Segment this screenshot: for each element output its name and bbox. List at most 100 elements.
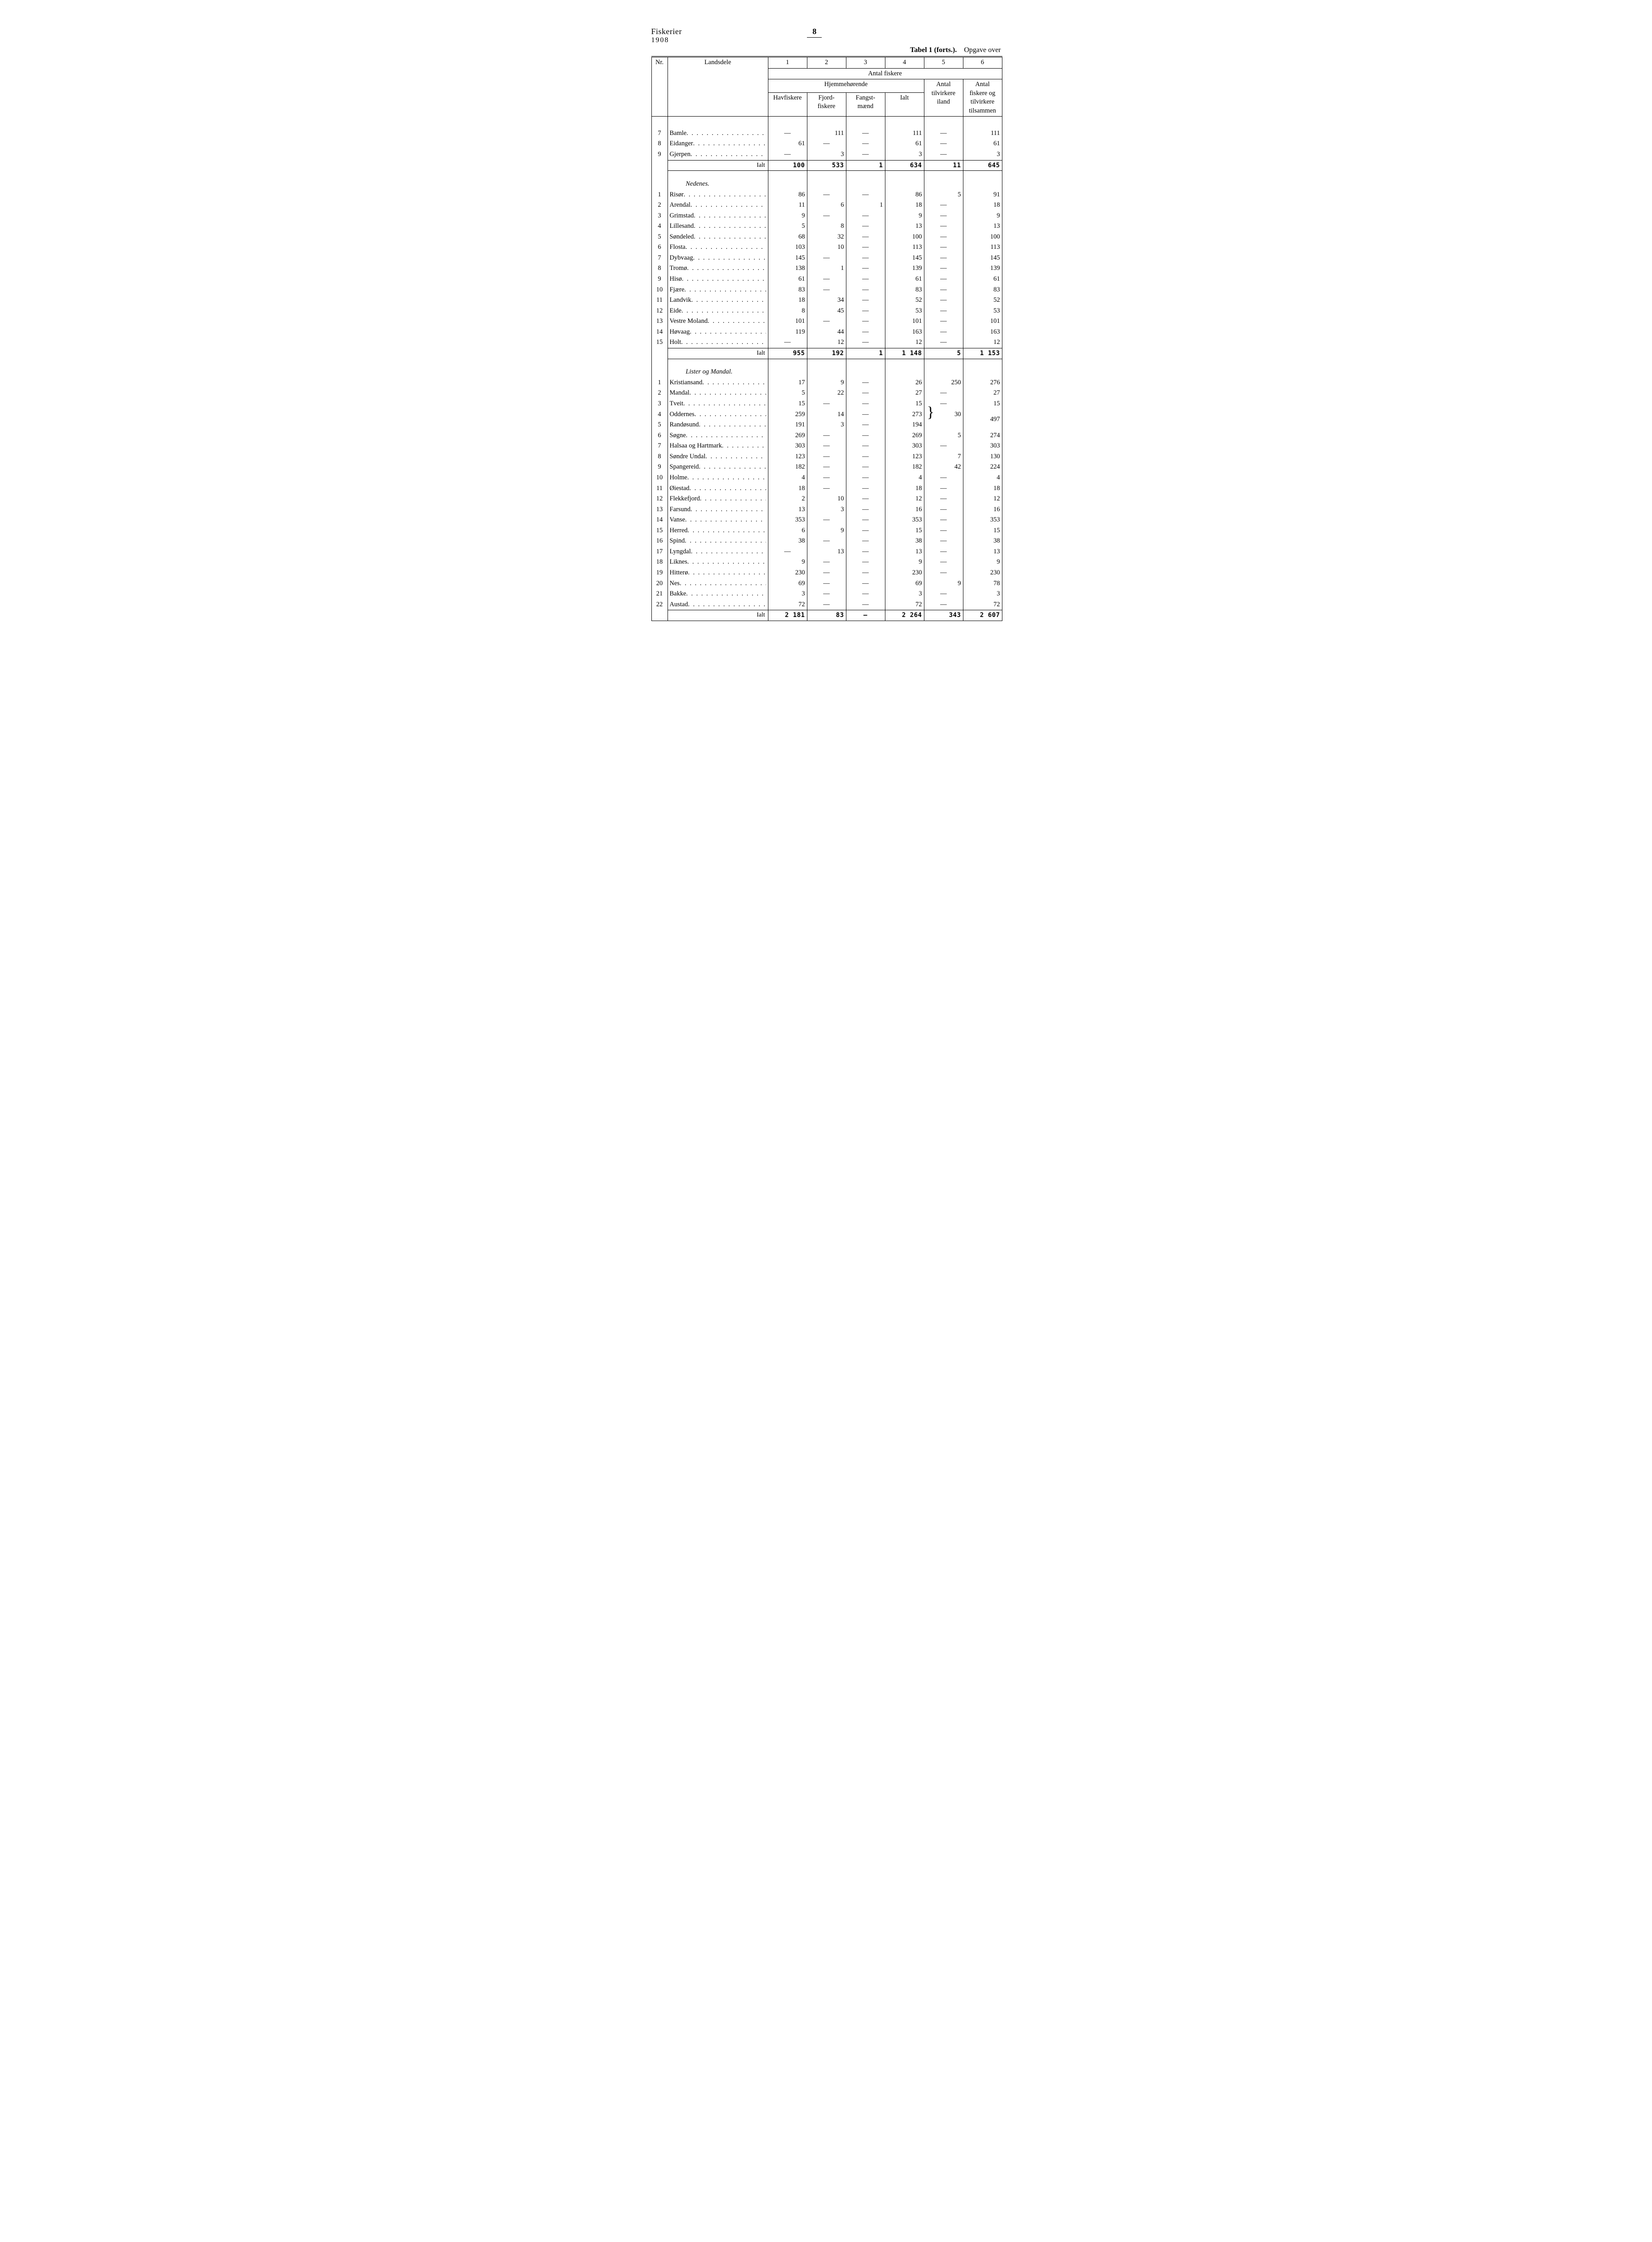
col-3: 3 bbox=[846, 57, 885, 69]
table-row: 8Eidanger61——61—61 bbox=[651, 139, 1002, 149]
row-nr: 5 bbox=[651, 232, 668, 243]
header-left: Fiskerier 1908 bbox=[651, 27, 682, 44]
table-cell: 15 bbox=[885, 399, 924, 409]
table-cell: 9 bbox=[963, 211, 1002, 222]
row-name: Austad bbox=[668, 600, 768, 610]
table-cell: — bbox=[846, 128, 885, 139]
row-name: Flekkefjord bbox=[668, 494, 768, 504]
table-cell: 12 bbox=[807, 337, 846, 348]
row-name: Randøsund bbox=[668, 420, 768, 430]
table-cell: 68 bbox=[768, 232, 807, 243]
table-cell: — bbox=[846, 536, 885, 547]
row-name: Mandal bbox=[668, 388, 768, 399]
table-cell: 69 bbox=[885, 578, 924, 589]
brace-cell: }30 bbox=[924, 409, 963, 430]
table-cell: 353 bbox=[963, 515, 1002, 526]
table-cell: — bbox=[846, 232, 885, 243]
table-cell: — bbox=[807, 274, 846, 285]
table-cell: 12 bbox=[963, 494, 1002, 504]
total-cell: 645 bbox=[963, 160, 1002, 171]
row-nr: 20 bbox=[651, 578, 668, 589]
table-cell: 9 bbox=[885, 557, 924, 568]
table-cell: — bbox=[846, 409, 885, 420]
total-cell: 1 bbox=[846, 348, 885, 359]
table-row: 7Dybvaag145——145—145 bbox=[651, 253, 1002, 264]
table-cell: 194 bbox=[885, 420, 924, 430]
table-cell: 16 bbox=[885, 504, 924, 515]
table-cell: 72 bbox=[768, 600, 807, 610]
table-cell: — bbox=[846, 494, 885, 504]
table-cell: — bbox=[807, 473, 846, 483]
table-cell: 259 bbox=[768, 409, 807, 420]
table-cell: 274 bbox=[963, 430, 1002, 441]
table-cell: 16 bbox=[963, 504, 1002, 515]
table-cell: 9 bbox=[768, 211, 807, 222]
table-cell: 4 bbox=[768, 473, 807, 483]
main-table: Nr. Landsdele 1 2 3 4 5 6 Antal fiskere … bbox=[651, 56, 1002, 621]
total-cell: 1 148 bbox=[885, 348, 924, 359]
table-cell: 1 bbox=[807, 263, 846, 274]
table-cell: 230 bbox=[885, 568, 924, 578]
table-cell: 13 bbox=[963, 547, 1002, 557]
table-cell: — bbox=[846, 526, 885, 536]
row-name: Hisø bbox=[668, 274, 768, 285]
table-cell: — bbox=[846, 452, 885, 462]
table-cell: — bbox=[846, 430, 885, 441]
table-cell: — bbox=[924, 388, 963, 399]
table-cell: — bbox=[846, 515, 885, 526]
table-row: 15Holt—12—12—12 bbox=[651, 337, 1002, 348]
table-cell: 101 bbox=[963, 316, 1002, 327]
table-cell: 17 bbox=[768, 378, 807, 388]
table-cell: — bbox=[846, 378, 885, 388]
table-cell: 9 bbox=[807, 526, 846, 536]
table-cell: 61 bbox=[963, 139, 1002, 149]
table-row: 6Søgne269——2695274 bbox=[651, 430, 1002, 441]
table-cell: 61 bbox=[885, 139, 924, 149]
row-name: Holt bbox=[668, 337, 768, 348]
total-cell: 5 bbox=[924, 348, 963, 359]
table-cell: — bbox=[924, 547, 963, 557]
row-name: Lillesand bbox=[668, 221, 768, 232]
table-cell: — bbox=[846, 327, 885, 338]
table-cell: 353 bbox=[768, 515, 807, 526]
table-cell: — bbox=[846, 274, 885, 285]
table-cell: 113 bbox=[963, 242, 1002, 253]
row-name: Nes bbox=[668, 578, 768, 589]
table-cell: 101 bbox=[885, 316, 924, 327]
row-name: Lyngdal bbox=[668, 547, 768, 557]
total-cell: 2 181 bbox=[768, 610, 807, 621]
table-cell: — bbox=[924, 337, 963, 348]
table-cell: — bbox=[846, 483, 885, 494]
row-nr: 9 bbox=[651, 149, 668, 160]
table-cell: 15 bbox=[885, 526, 924, 536]
table-cell: — bbox=[924, 515, 963, 526]
table-cell: 22 bbox=[807, 388, 846, 399]
table-cell: 303 bbox=[768, 441, 807, 452]
table-cell: — bbox=[768, 128, 807, 139]
row-nr: 8 bbox=[651, 452, 668, 462]
table-cell: — bbox=[846, 388, 885, 399]
table-cell: 145 bbox=[768, 253, 807, 264]
table-cell: — bbox=[807, 515, 846, 526]
row-name: Grimstad bbox=[668, 211, 768, 222]
table-row: 7Bamle—111—111—111 bbox=[651, 128, 1002, 139]
row-nr: 18 bbox=[651, 557, 668, 568]
table-row: 11Øiestad18——18—18 bbox=[651, 483, 1002, 494]
table-row: 5Søndeled6832—100—100 bbox=[651, 232, 1002, 243]
ialt-label: Ialt bbox=[668, 160, 768, 171]
row-nr: 22 bbox=[651, 600, 668, 610]
table-cell: — bbox=[846, 420, 885, 430]
header-right: Tabel 1 (forts.). Opgave over bbox=[651, 46, 1001, 54]
table-cell: 119 bbox=[768, 327, 807, 338]
row-name: Holme bbox=[668, 473, 768, 483]
table-cell: 15 bbox=[963, 526, 1002, 536]
table-cell: 13 bbox=[768, 504, 807, 515]
table-row: 13Farsund133—16—16 bbox=[651, 504, 1002, 515]
table-row: 18Liknes9——9—9 bbox=[651, 557, 1002, 568]
row-name: Bakke bbox=[668, 589, 768, 600]
table-cell: 9 bbox=[768, 557, 807, 568]
table-cell: — bbox=[768, 337, 807, 348]
table-row: 2Arendal116118—18 bbox=[651, 200, 1002, 211]
row-name: Herred bbox=[668, 526, 768, 536]
table-row: 12Eide845—53—53 bbox=[651, 306, 1002, 317]
